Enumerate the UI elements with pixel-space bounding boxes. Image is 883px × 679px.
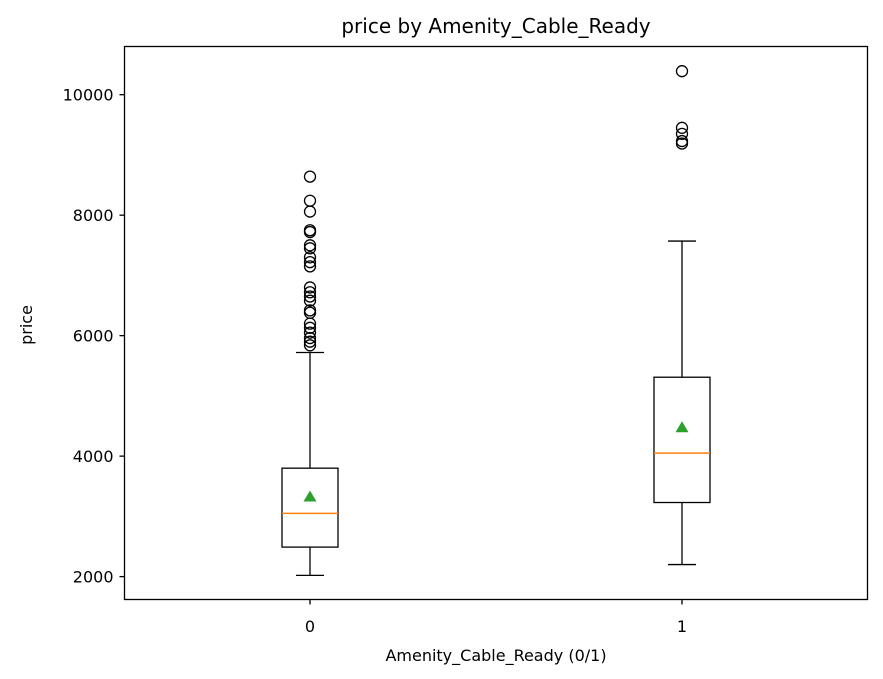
box-group-0	[281, 170, 339, 577]
x-tick-label: 0	[305, 617, 315, 636]
outlier-point	[303, 242, 317, 255]
outlier-point	[303, 194, 317, 207]
outlier-point	[303, 331, 317, 345]
iqr-box	[281, 467, 339, 548]
outlier-point	[675, 127, 689, 140]
outlier-point	[303, 290, 317, 303]
iqr-box	[653, 376, 711, 504]
outlier-point	[303, 306, 317, 319]
outlier-point	[675, 134, 689, 148]
y-tick-label: 8000	[73, 206, 114, 225]
outlier-point	[303, 335, 317, 348]
outlier-point	[303, 239, 317, 252]
y-tick-label: 6000	[73, 327, 114, 346]
y-tick-label: 2000	[73, 568, 114, 587]
outlier-point	[303, 170, 317, 183]
outlier-point	[303, 286, 317, 299]
outlier-point	[303, 251, 317, 264]
plot-frame	[123, 45, 869, 601]
y-tick-label: 10000	[63, 86, 114, 105]
outlier-point	[303, 294, 317, 307]
y-axis-label: price	[17, 305, 36, 345]
outlier-point	[675, 121, 689, 134]
outlier-point	[303, 260, 317, 273]
outlier-point	[303, 321, 317, 334]
outlier-point	[303, 326, 317, 339]
mean-marker	[675, 421, 689, 433]
chart-title: price by Amenity_Cable_Ready	[341, 14, 650, 38]
y-tick-label: 4000	[73, 447, 114, 466]
outlier-point	[303, 224, 317, 237]
box-group-1	[653, 65, 711, 566]
x-tick-label: 1	[677, 617, 687, 636]
outlier-point	[303, 281, 317, 294]
outlier-point	[675, 65, 689, 78]
chart-marks	[281, 65, 711, 577]
y-axis-ticks: 2000 4000 6000 8000 10000	[63, 86, 125, 587]
outlier-point	[303, 256, 317, 269]
outlier-point	[303, 304, 317, 317]
mean-marker	[303, 490, 317, 502]
x-axis-label: Amenity_Cable_Ready (0/1)	[385, 646, 606, 666]
outlier-point	[303, 339, 317, 352]
outlier-point	[303, 205, 317, 218]
